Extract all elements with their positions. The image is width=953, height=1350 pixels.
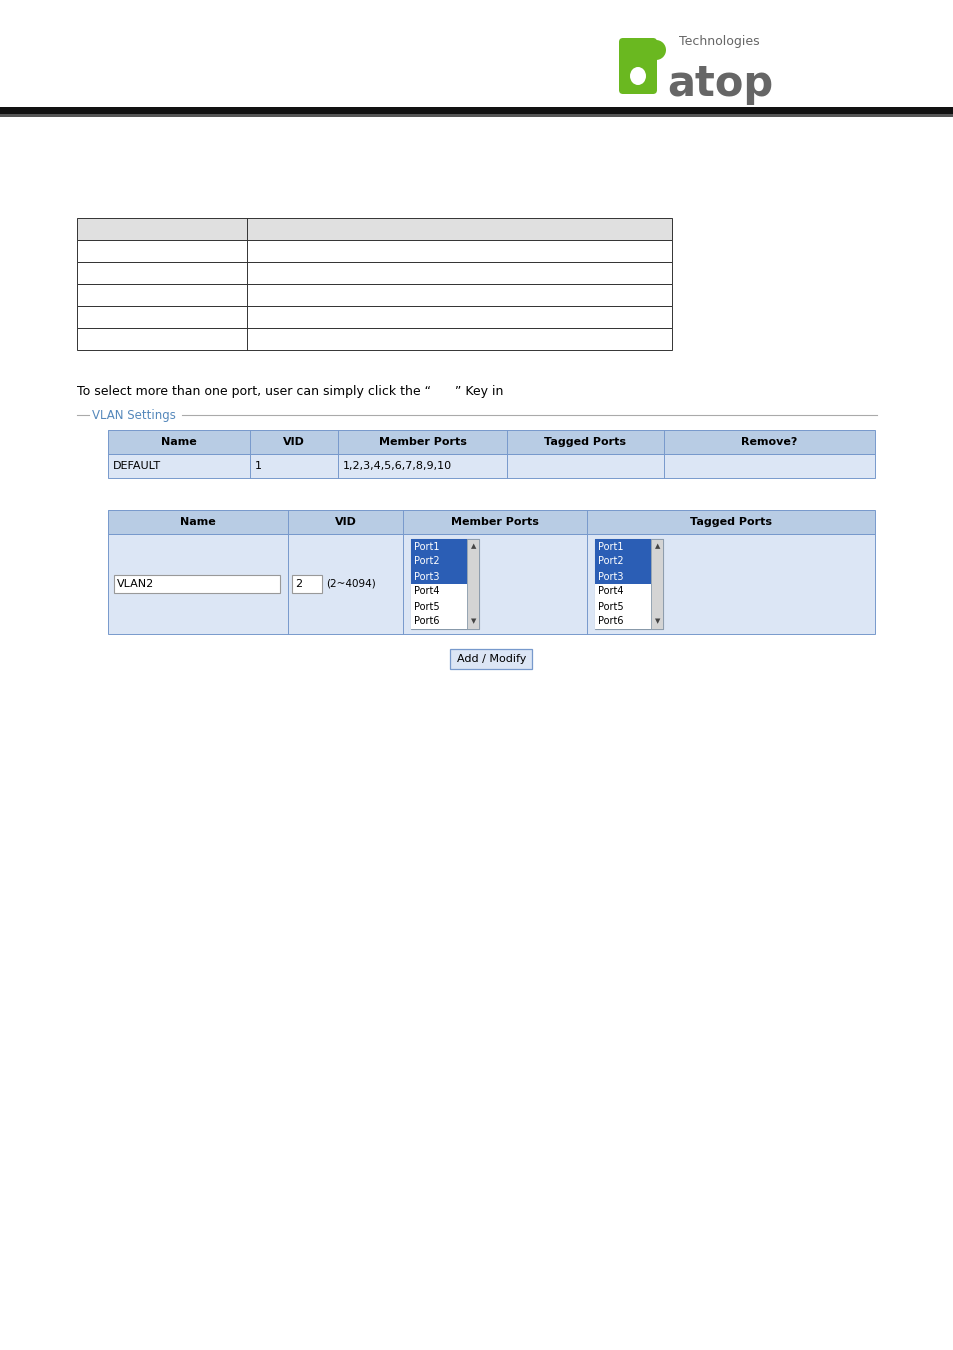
Bar [595, 585, 651, 599]
Text: Port3: Port3 [414, 571, 439, 582]
Text: Member Ports: Member Ports [378, 437, 466, 447]
Bar [411, 539, 467, 553]
Bar [467, 539, 478, 629]
Bar [108, 454, 874, 478]
Bar [77, 284, 671, 306]
FancyBboxPatch shape [618, 38, 657, 95]
Bar [595, 599, 651, 614]
Text: Port1: Port1 [598, 541, 623, 552]
Bar [0, 107, 953, 113]
Text: Port4: Port4 [598, 586, 623, 597]
Bar [108, 535, 874, 634]
Text: Tagged Ports: Tagged Ports [544, 437, 626, 447]
Text: DEFAULT: DEFAULT [112, 460, 161, 471]
Bar [411, 539, 478, 629]
Text: Tagged Ports: Tagged Ports [689, 517, 771, 526]
Text: ▼: ▼ [654, 618, 659, 625]
Bar [108, 535, 874, 634]
Text: Port6: Port6 [598, 617, 623, 626]
Bar [77, 217, 671, 240]
Text: 1,2,3,4,5,6,7,8,9,10: 1,2,3,4,5,6,7,8,9,10 [343, 460, 452, 471]
Bar [595, 539, 651, 553]
Bar [77, 328, 671, 350]
Text: ▼: ▼ [470, 618, 476, 625]
Bar [411, 568, 467, 585]
Text: Port3: Port3 [598, 571, 623, 582]
Text: Port1: Port1 [414, 541, 439, 552]
Bar [108, 431, 874, 454]
Text: VLAN Settings: VLAN Settings [91, 409, 175, 421]
Text: Remove?: Remove? [740, 437, 797, 447]
Text: Technologies: Technologies [679, 35, 759, 49]
Bar [595, 568, 651, 585]
Bar [108, 510, 874, 535]
Text: Port2: Port2 [414, 556, 439, 567]
Text: Add / Modify: Add / Modify [456, 653, 526, 664]
Bar [411, 599, 467, 614]
Bar [0, 113, 953, 117]
Ellipse shape [645, 40, 665, 59]
Text: ▲: ▲ [470, 544, 476, 549]
Text: To select more than one port, user can simply click the “      ” Key in: To select more than one port, user can s… [77, 385, 503, 398]
Text: VID: VID [335, 517, 356, 526]
Bar [411, 554, 467, 568]
Bar [77, 240, 671, 262]
Text: Member Ports: Member Ports [451, 517, 538, 526]
Text: (2~4094): (2~4094) [326, 579, 375, 589]
Text: Port5: Port5 [414, 602, 439, 612]
Text: Port4: Port4 [414, 586, 439, 597]
Bar [108, 454, 874, 478]
Bar [108, 431, 874, 454]
Text: Name: Name [180, 517, 215, 526]
Bar [113, 575, 280, 593]
Text: 2: 2 [294, 579, 302, 589]
Bar [108, 510, 874, 535]
Bar [450, 649, 532, 670]
Text: Port2: Port2 [598, 556, 623, 567]
Bar [411, 585, 467, 599]
Bar [411, 614, 467, 629]
Bar [595, 539, 662, 629]
Text: Port6: Port6 [414, 617, 439, 626]
Bar [292, 575, 322, 593]
Text: Port5: Port5 [598, 602, 623, 612]
Ellipse shape [629, 68, 645, 85]
Text: atop: atop [666, 63, 773, 105]
Text: 1: 1 [254, 460, 262, 471]
Text: VLAN2: VLAN2 [117, 579, 154, 589]
Text: ▲: ▲ [654, 544, 659, 549]
Bar [77, 262, 671, 284]
Text: VID: VID [283, 437, 305, 447]
Text: Name: Name [161, 437, 196, 447]
Bar [595, 554, 651, 568]
Bar [595, 614, 651, 629]
Bar [77, 306, 671, 328]
Bar [651, 539, 662, 629]
